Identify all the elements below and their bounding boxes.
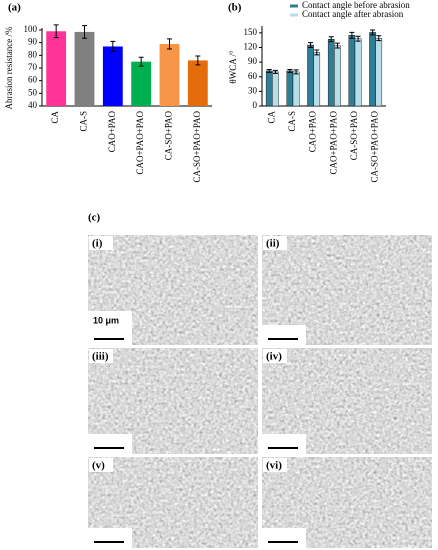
image-label: (ii) — [266, 238, 280, 250]
x-tick-label: CA-SO+PAO+PAO — [370, 111, 380, 183]
image-label: (iv) — [266, 351, 282, 363]
scale-box — [262, 528, 306, 548]
y-tick-label: 120 — [244, 42, 258, 52]
error-bar — [355, 35, 361, 42]
legend-swatch — [290, 4, 298, 8]
scale-box — [88, 325, 132, 345]
chart-title: (a) — [8, 2, 21, 14]
scale-box — [88, 528, 132, 548]
error-bar — [53, 24, 59, 39]
y-tick-label: 100 — [24, 24, 38, 34]
y-tick-label: 60 — [28, 75, 38, 85]
error-bar — [82, 25, 87, 39]
error-bar — [334, 42, 340, 49]
error-bar — [376, 35, 382, 42]
x-tick-label: CA-SO+PAO+PAO — [192, 111, 202, 183]
y-tick-label: 30 — [248, 85, 258, 95]
y-tick-label: 90 — [28, 37, 38, 47]
y-tick-label: 50 — [28, 87, 38, 97]
image-label: (v) — [92, 460, 105, 472]
bar — [334, 45, 341, 107]
x-tick-label: CAO+PAO+PAO — [135, 111, 145, 175]
legend-label: Contact angle after abrasion — [302, 9, 404, 19]
x-tick-label: CAO+PAO — [308, 111, 318, 153]
bar — [74, 31, 95, 106]
bar — [348, 35, 356, 107]
label-box — [89, 236, 113, 250]
bar — [354, 38, 362, 107]
x-tick-label: CA-SO+PAO — [349, 111, 359, 161]
y-axis-label: θWCA /° — [228, 50, 238, 84]
error-bar — [293, 69, 299, 75]
legend-swatch — [290, 13, 298, 17]
error-bar — [349, 31, 355, 39]
label-box — [89, 349, 113, 363]
bar — [292, 71, 300, 107]
bar — [272, 71, 279, 107]
scale-box — [88, 434, 132, 454]
label-box — [89, 458, 113, 472]
bar — [369, 32, 376, 107]
y-tick-label: 70 — [28, 62, 38, 72]
chart-title: (b) — [228, 2, 242, 14]
label-box — [263, 458, 287, 472]
error-bar — [314, 49, 320, 56]
x-tick-label: CA-S — [79, 111, 89, 132]
y-tick-label: 80 — [28, 49, 38, 59]
y-tick-label: 150 — [244, 27, 258, 37]
bar — [307, 44, 314, 107]
error-bar — [195, 55, 201, 66]
legend-label: Contact angle before abrasion — [302, 0, 410, 10]
panel-title: (c) — [88, 212, 101, 224]
image-label: (i) — [92, 238, 103, 250]
error-bar — [110, 40, 116, 53]
bar — [159, 43, 180, 106]
error-bar — [370, 29, 376, 36]
error-bar — [266, 68, 272, 73]
x-tick-label: CAO+PAO — [107, 111, 117, 153]
x-tick-label: CA-SO+PAO — [164, 111, 174, 161]
scale-box — [88, 311, 132, 325]
error-bar — [138, 56, 144, 67]
bar — [131, 61, 152, 106]
bar — [327, 39, 335, 107]
bar — [102, 46, 123, 106]
scale-box — [262, 325, 306, 345]
x-tick-label: CAO+PAO+PAO — [328, 111, 338, 175]
bar — [265, 70, 273, 107]
label-box — [263, 349, 287, 363]
y-tick-label: 60 — [248, 71, 258, 81]
error-bar — [287, 68, 293, 73]
label-box — [263, 236, 287, 250]
error-bar — [308, 42, 314, 48]
scale-label: 10 μm — [93, 315, 119, 325]
y-tick-label: 40 — [28, 100, 38, 110]
y-tick-label: 90 — [248, 56, 258, 66]
y-tick-label: 0 — [253, 100, 258, 110]
error-bar — [272, 69, 278, 74]
bar — [313, 52, 321, 107]
image-label: (iii) — [92, 351, 109, 363]
error-bar — [328, 36, 334, 43]
bar — [375, 38, 383, 107]
bar — [187, 60, 208, 106]
y-axis-label: Abrasion resistance /% — [4, 26, 14, 109]
x-tick-label: CA — [50, 111, 60, 124]
x-tick-label: CA — [266, 111, 276, 124]
scale-box — [262, 434, 306, 454]
image-label: (vi) — [266, 460, 282, 472]
error-bar — [167, 38, 172, 50]
x-tick-label: CA-S — [287, 111, 297, 132]
bar — [46, 31, 67, 107]
bar — [286, 70, 294, 107]
